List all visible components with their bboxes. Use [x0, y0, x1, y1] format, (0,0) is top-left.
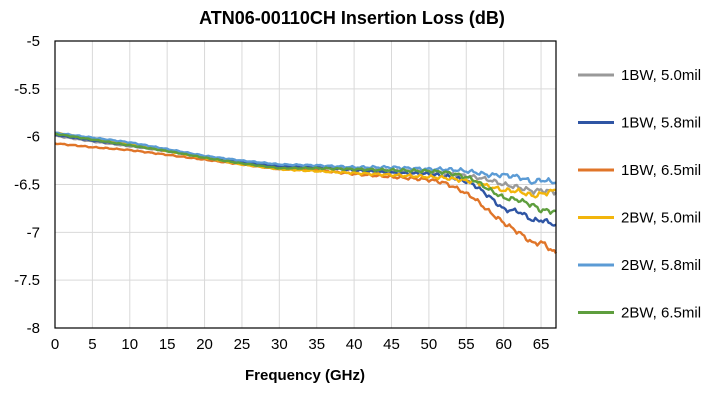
legend-label: 2BW, 6.5mil: [621, 305, 701, 322]
x-tick-label: 0: [51, 336, 59, 353]
y-ticks-layer: -5 -5.5 -6 -6.5 -7 -7.5 -8: [14, 33, 40, 337]
x-tick-label: 65: [533, 336, 550, 353]
y-tick-label: -7.5: [14, 272, 40, 289]
y-tick-label: -8: [27, 320, 40, 337]
x-tick-label: 35: [308, 336, 325, 353]
legend-label: 1BW, 5.0mil: [621, 67, 701, 84]
x-tick-label: 40: [346, 336, 363, 353]
x-tick-label: 15: [159, 336, 176, 353]
y-tick-label: -6.5: [14, 177, 40, 194]
x-tick-label: 60: [495, 336, 512, 353]
x-tick-label: 45: [383, 336, 400, 353]
x-tick-label: 25: [234, 336, 251, 353]
y-tick-label: -6: [27, 129, 40, 146]
x-ticks-layer: 0 5 10 15 20 25 30 35 40 45 50 55 60 65: [51, 336, 550, 353]
legend-label: 1BW, 6.5mil: [621, 162, 701, 179]
x-tick-label: 10: [121, 336, 138, 353]
x-axis-title: Frequency (GHz): [245, 367, 365, 384]
x-tick-label: 55: [458, 336, 475, 353]
legend-label: 2BW, 5.0mil: [621, 210, 701, 227]
y-tick-label: -5: [27, 33, 40, 50]
series-line: [54, 132, 557, 215]
legend-label: 1BW, 5.8mil: [621, 115, 701, 132]
series-layer: [54, 131, 558, 255]
y-tick-label: -7: [27, 224, 40, 241]
series-line: [54, 131, 557, 185]
x-tick-label: 50: [421, 336, 438, 353]
x-tick-label: 20: [196, 336, 213, 353]
legend: 1BW, 5.0mil 1BW, 5.8mil 1BW, 6.5mil 2BW, 5.…: [578, 67, 701, 322]
chart-title: ATN06-00110CH Insertion Loss (dB): [199, 8, 505, 28]
plot-frame: [54, 40, 557, 329]
x-tick-label: 5: [88, 336, 96, 353]
y-tick-label: -5.5: [14, 81, 40, 98]
x-tick-label: 30: [271, 336, 288, 353]
legend-label: 2BW, 5.8mil: [621, 257, 701, 274]
